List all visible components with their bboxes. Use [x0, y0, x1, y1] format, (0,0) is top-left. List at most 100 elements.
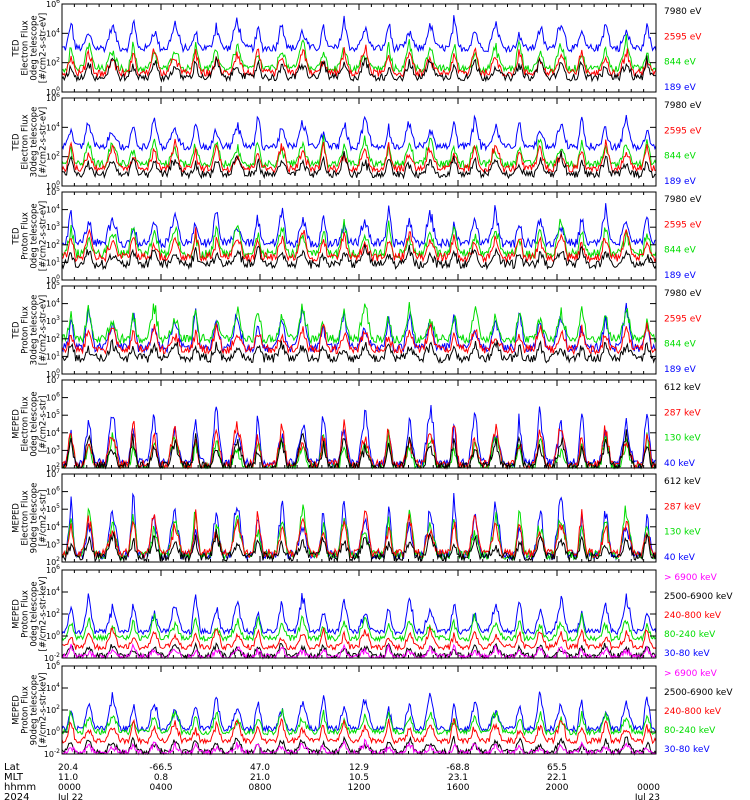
panel-1: 100 102 104 106 TED Electron Flux 0deg telesco… [12, 0, 703, 97]
panel-3: 100 101 102 103 104 105 TED Proton Flux 0deg tel… [12, 186, 703, 285]
y-axis-label-line: Proton Flux [21, 686, 31, 734]
y-axis-label-line: 0deg telescope [30, 15, 40, 80]
series-line-2-3 [61, 135, 657, 170]
y-axis-label-line: 30deg telescope [30, 295, 40, 366]
series-line-3-1 [61, 244, 657, 271]
x-tick-lat: -66.5 [149, 763, 172, 773]
legend-entry: 7980 eV [664, 195, 702, 205]
legend: 612 keV 287 keV 130 keV 40 keV [664, 477, 701, 563]
y-axis-label-line: 0deg telescope [30, 391, 40, 456]
y-axis-label-line: MEPED [12, 599, 22, 629]
y-axis-label-line: Proton Flux [21, 590, 31, 638]
y-axis-label-line: TED [12, 133, 22, 152]
x-tick-lat: 47.0 [250, 763, 270, 773]
y-tick-label: 103 [46, 538, 60, 549]
legend-entry: 130 keV [664, 528, 701, 538]
legend-entry: 2595 eV [664, 220, 702, 230]
legend-entry: 844 eV [664, 246, 697, 256]
y-axis-label-line: Electron Flux [21, 114, 31, 169]
y-tick-label: 104 [46, 121, 60, 132]
y-tick-label: 100 [46, 86, 60, 97]
series-line-1-2 [61, 44, 657, 79]
series-line-1-4 [61, 15, 657, 54]
y-tick-label: 102 [46, 462, 60, 473]
legend-entry: 612 keV [664, 477, 701, 487]
y-tick-label: 104 [46, 204, 60, 215]
legend-entry: 130 keV [664, 434, 701, 444]
panel-7: 10-2 100 102 104 106 MEPED Proton Flux 0deg tel… [12, 564, 734, 663]
y-axis-label-line: [#/cm2-s-str] [39, 396, 49, 453]
y-tick-label: 103 [46, 444, 60, 455]
x-row-label-lat: Lat [4, 762, 20, 773]
y-axis-label-line: MEPED [12, 695, 22, 725]
y-tick-label: 100 [46, 180, 60, 191]
series-line-1-1 [61, 55, 657, 83]
legend-entry: 2595 eV [664, 32, 702, 42]
x-tick-hhmm: 1200 [348, 783, 371, 793]
y-tick-label: 104 [46, 427, 60, 438]
x-row-label-mlt: MLT [4, 772, 24, 783]
legend-entry: 2500-6900 keV [664, 688, 733, 698]
legend: 612 keV 287 keV 130 keV 40 keV [664, 383, 701, 469]
y-axis-label-line: 30deg telescope [30, 107, 40, 178]
y-axis-label-line: MEPED [12, 503, 22, 533]
y-tick-label: 100 [46, 368, 60, 379]
y-axis-label-line: Proton Flux [21, 212, 31, 260]
legend-entry: 40 keV [664, 553, 696, 563]
y-tick-label: 104 [46, 521, 60, 532]
series-line-1-3 [61, 34, 657, 75]
y-tick-label: 107 [46, 468, 60, 479]
y-tick-label: 107 [46, 374, 60, 385]
y-tick-label: 104 [46, 682, 60, 693]
x-tick-mlt: 21.0 [250, 773, 270, 783]
y-tick-label: 102 [46, 57, 60, 68]
x-tick-hhmm: 0800 [249, 783, 272, 793]
legend-entry: 612 keV [664, 383, 701, 393]
legend-entry: 7980 eV [664, 7, 702, 17]
x-tick-lat: 12.9 [349, 763, 369, 773]
legend-entry: 2595 eV [664, 314, 702, 324]
legend-entry: 240-800 keV [664, 611, 722, 621]
y-tick-label: 102 [46, 704, 60, 715]
y-axis-label-line: 90deg telescope [30, 675, 40, 746]
legend-entry: 30-80 keV [664, 745, 710, 755]
legend-entry: 2595 eV [664, 126, 702, 136]
y-tick-label: 10-2 [44, 652, 60, 663]
y-tick-label: 102 [46, 556, 60, 567]
y-tick-label: 105 [46, 503, 60, 514]
x-tick-lat: 20.4 [58, 763, 78, 773]
x-tick-date: Jul 22 [57, 793, 83, 800]
legend-entry: 7980 eV [664, 101, 702, 111]
legend: > 6900 keV 2500-6900 keV 240-800 keV 80-240… [664, 669, 733, 755]
y-tick-label: 106 [46, 486, 60, 497]
series-line-2-2 [61, 138, 657, 174]
y-axis-label-line: MEPED [12, 409, 22, 439]
y-axis-label-line: [#/cm2-s-str-eV] [39, 295, 49, 365]
y-tick-label: 102 [46, 333, 60, 344]
legend-entry: 189 eV [664, 83, 697, 93]
x-tick-mlt: 23.1 [448, 773, 468, 783]
y-tick-label: 104 [46, 298, 60, 309]
y-axis-label-line: TED [12, 321, 22, 340]
y-tick-label: 106 [46, 660, 60, 671]
y-tick-label: 100 [46, 274, 60, 285]
panel-2: 100 102 104 106 TED Electron Flux 30deg telesc… [12, 92, 703, 191]
y-axis-label-line: TED [12, 39, 22, 58]
x-tick-hhmm: 2000 [546, 783, 569, 793]
legend-entry: 287 keV [664, 502, 701, 512]
legend-entry: 844 eV [664, 340, 697, 350]
x-tick-mlt: 10.5 [349, 773, 369, 783]
y-axis-label-line: [#/cm2-s-str] [39, 490, 49, 547]
legend-entry: > 6900 keV [664, 573, 718, 583]
legend-entry: 844 eV [664, 152, 697, 162]
y-axis-label-line: [#/cm2-s-str-eV] [39, 107, 49, 177]
series-line-3-4 [61, 203, 657, 249]
x-tick-hhmm: 0000 [637, 783, 660, 793]
panel-6: 102 103 104 105 106 107 MEPED Electron Flux 90de… [12, 468, 702, 567]
y-axis-label-line: [#/cm2-s-str-keV] [39, 673, 49, 748]
legend-entry: 240-800 keV [664, 707, 722, 717]
legend: 7980 eV 2595 eV 844 eV 189 eV [664, 7, 702, 93]
series-line-8-4 [61, 708, 657, 737]
